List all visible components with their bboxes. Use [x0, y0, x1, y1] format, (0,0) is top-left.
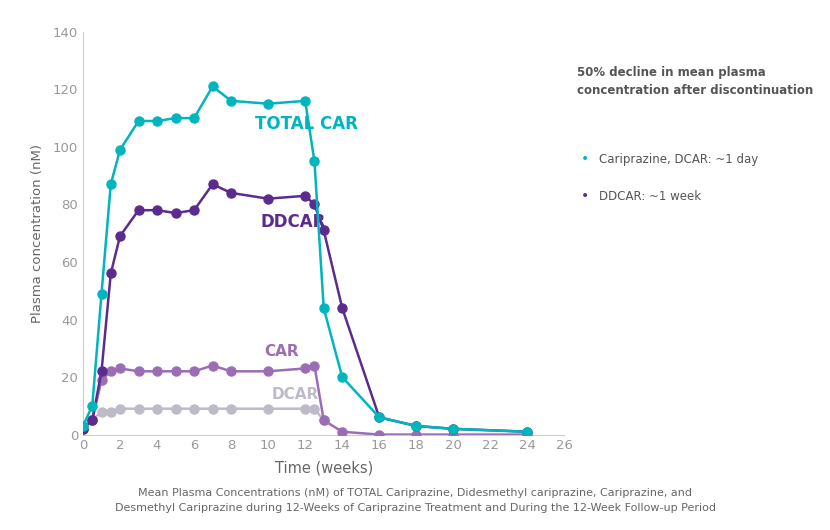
- Text: DCAR: DCAR: [272, 387, 319, 402]
- X-axis label: Time (weeks): Time (weeks): [275, 461, 373, 476]
- Text: •: •: [581, 152, 589, 166]
- Text: Cariprazine, DCAR: ~1 day: Cariprazine, DCAR: ~1 day: [599, 153, 759, 165]
- Text: DDCAR: ~1 week: DDCAR: ~1 week: [599, 190, 701, 202]
- Text: •: •: [581, 189, 589, 203]
- Text: CAR: CAR: [265, 343, 299, 359]
- Text: DDCAR: DDCAR: [261, 213, 326, 231]
- Y-axis label: Plasma concentration (nM): Plasma concentration (nM): [32, 144, 45, 323]
- Text: 50% decline in mean plasma
concentration after discontinuation: 50% decline in mean plasma concentration…: [577, 66, 813, 97]
- Text: Mean Plasma Concentrations (nM) of TOTAL Cariprazine, Didesmethyl cariprazine, C: Mean Plasma Concentrations (nM) of TOTAL…: [115, 489, 715, 513]
- Text: TOTAL CAR: TOTAL CAR: [255, 115, 358, 133]
